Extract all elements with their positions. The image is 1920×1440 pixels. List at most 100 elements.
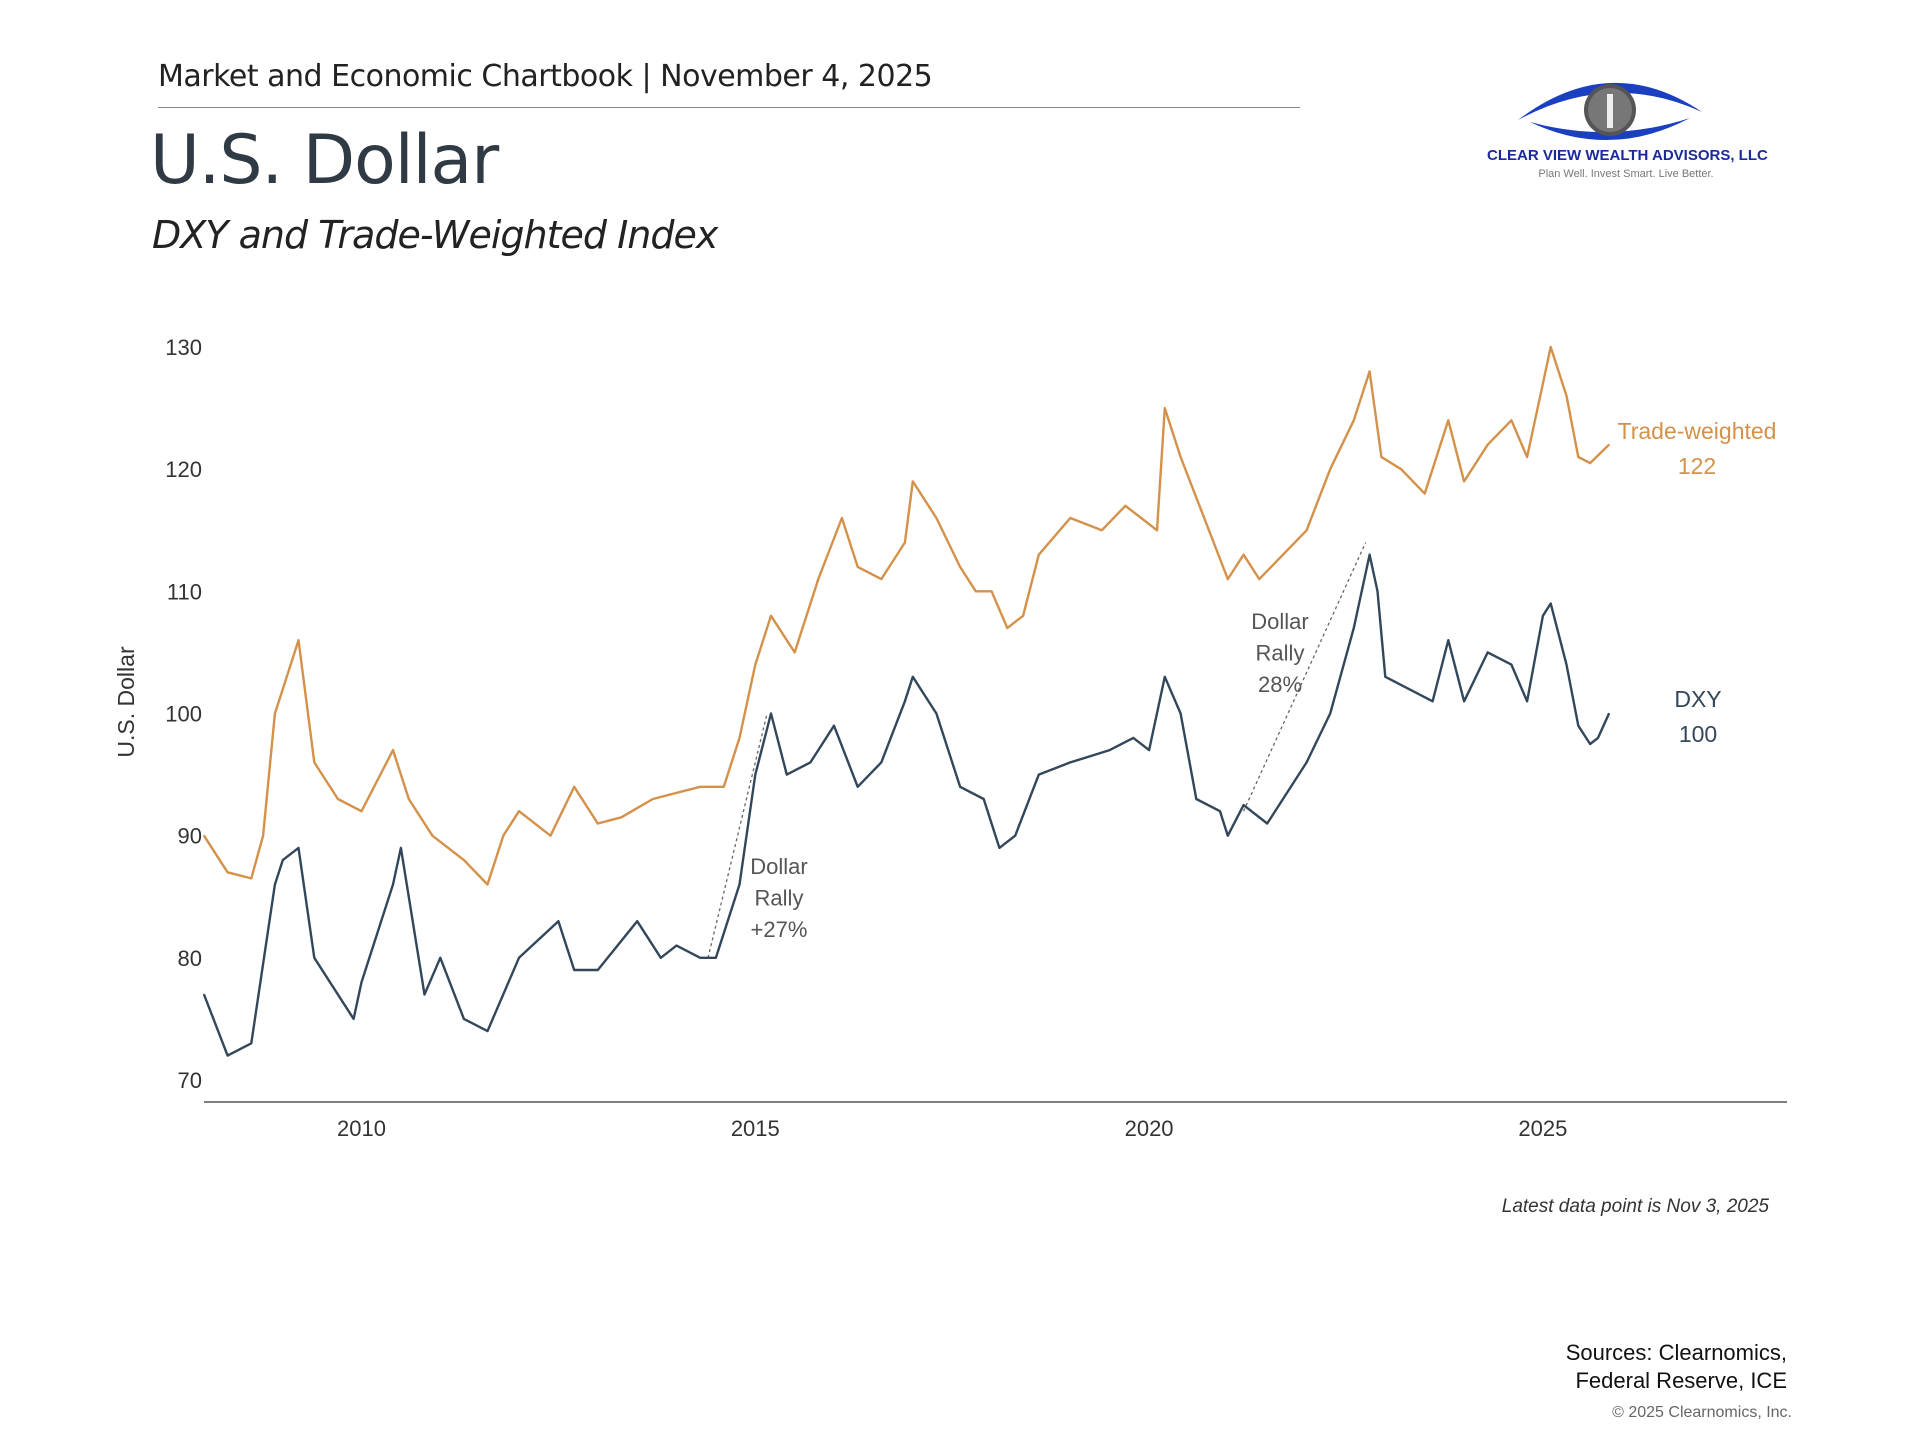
data-point: [1266, 822, 1269, 825]
data-point: [880, 761, 883, 764]
data-point: [912, 480, 914, 483]
data-point: [1565, 663, 1568, 666]
data-point: [959, 786, 961, 788]
data-point: [1242, 553, 1245, 556]
data-point: [226, 871, 229, 874]
data-point: [754, 773, 757, 776]
data-point: [274, 883, 276, 886]
data-point: [262, 834, 264, 837]
data-point: [1463, 700, 1465, 703]
data-point: [1179, 712, 1182, 715]
data-point: [636, 920, 638, 922]
data-point: [1038, 773, 1040, 776]
copyright: © 2025 Clearnomics, Inc.: [1612, 1404, 1792, 1421]
data-point: [1006, 627, 1009, 629]
data-point: [912, 676, 914, 678]
y-tick-label: 80: [178, 946, 202, 971]
data-point: [754, 663, 757, 666]
data-point: [1368, 553, 1371, 556]
sources-line-1: Sources: Clearnomics,: [1565, 1340, 1787, 1365]
data-point: [785, 773, 788, 776]
data-point: [400, 847, 402, 849]
data-point: [990, 590, 993, 593]
data-point: [360, 810, 363, 813]
data-point: [1423, 492, 1426, 495]
data-point: [1380, 456, 1383, 458]
data-point: [573, 786, 575, 788]
data-point: [1329, 468, 1332, 470]
x-tick-label: 2020: [1125, 1116, 1174, 1141]
data-point: [699, 786, 701, 788]
data-point: [620, 816, 623, 819]
data-point: [274, 712, 276, 715]
data-point: [738, 737, 741, 739]
data-point: [1447, 639, 1450, 641]
data-point: [675, 944, 678, 947]
y-tick-label: 110: [167, 579, 202, 604]
data-point: [226, 1054, 229, 1057]
data-point: [982, 798, 985, 800]
x-tick-label: 2010: [337, 1116, 386, 1141]
data-point: [975, 590, 977, 593]
data-point: [1447, 419, 1450, 422]
rally-dashed-line: [1242, 542, 1367, 812]
data-point: [297, 847, 300, 849]
data-point: [1608, 443, 1610, 446]
data-point: [557, 920, 560, 922]
logo-tagline: Plan Well. Invest Smart. Live Better.: [1538, 168, 1714, 180]
data-point: [203, 834, 205, 837]
data-point: [1526, 456, 1528, 458]
data-point: [1431, 700, 1434, 703]
data-point: [1069, 761, 1072, 764]
data-point: [880, 578, 883, 580]
data-point: [392, 883, 394, 886]
data-point: [431, 834, 434, 837]
data-point: [1195, 798, 1198, 800]
data-point: [407, 798, 410, 800]
x-tick-label: 2015: [731, 1116, 780, 1141]
data-point: [1203, 517, 1206, 519]
data-point: [1384, 676, 1387, 678]
header-divider: [158, 107, 1300, 108]
chartbook-header: Market and Economic Chartbook | November…: [158, 59, 933, 94]
data-point: [1376, 590, 1379, 593]
data-point: [486, 883, 489, 886]
data-point: [1282, 798, 1284, 800]
data-point: [596, 969, 599, 971]
data-point: [1227, 834, 1229, 837]
data-point: [297, 639, 300, 641]
data-point: [1577, 456, 1580, 458]
y-tick-label: 130: [165, 335, 202, 360]
data-point: [1219, 810, 1221, 813]
data-point: [1132, 737, 1135, 739]
data-point: [1486, 651, 1489, 654]
data-point: [1549, 346, 1552, 348]
data-point: [935, 712, 938, 715]
series-label: DXY: [1674, 686, 1721, 712]
data-point: [1305, 761, 1308, 764]
data-point: [1353, 627, 1355, 629]
data-point: [1368, 370, 1371, 373]
data-point: [722, 786, 725, 788]
data-point: [959, 566, 961, 568]
data-point: [439, 957, 442, 959]
data-point: [549, 834, 552, 837]
data-point: [203, 993, 205, 996]
data-point: [770, 614, 772, 617]
data-point: [809, 761, 812, 764]
data-point: [1164, 676, 1166, 678]
data-point: [1542, 614, 1544, 617]
y-tick-label: 100: [165, 702, 202, 727]
data-point: [659, 957, 662, 959]
series-end-value: 100: [1679, 721, 1717, 747]
data-point: [1526, 700, 1528, 703]
data-point: [1282, 553, 1284, 556]
data-point: [1258, 578, 1261, 580]
data-point: [738, 883, 741, 886]
data-point: [1101, 529, 1103, 532]
company-logo-eye-icon: [1518, 82, 1702, 141]
data-point: [770, 712, 772, 715]
data-point: [856, 566, 859, 568]
data-point: [1164, 407, 1166, 409]
